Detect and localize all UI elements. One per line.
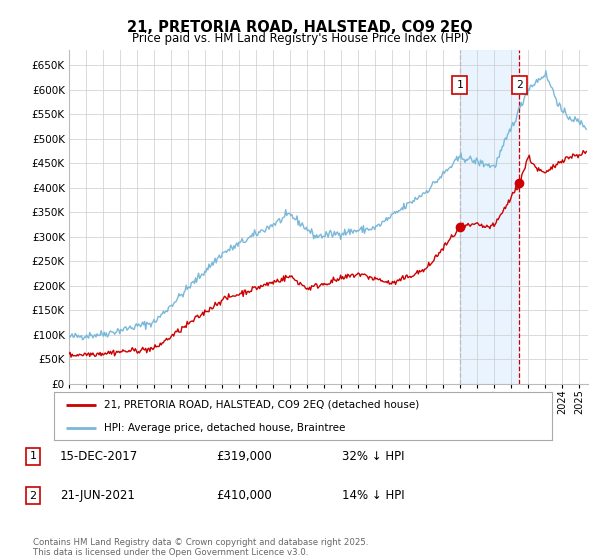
Text: 21-JUN-2021: 21-JUN-2021 xyxy=(60,489,135,502)
Text: 21, PRETORIA ROAD, HALSTEAD, CO9 2EQ: 21, PRETORIA ROAD, HALSTEAD, CO9 2EQ xyxy=(127,20,473,35)
Text: 2: 2 xyxy=(29,491,37,501)
Bar xyxy=(460,50,520,384)
Text: £410,000: £410,000 xyxy=(216,489,272,502)
Text: 1: 1 xyxy=(457,80,463,90)
Text: Price paid vs. HM Land Registry's House Price Index (HPI): Price paid vs. HM Land Registry's House … xyxy=(131,32,469,45)
Text: 1: 1 xyxy=(29,451,37,461)
Text: Contains HM Land Registry data © Crown copyright and database right 2025.
This d: Contains HM Land Registry data © Crown c… xyxy=(33,538,368,557)
Text: HPI: Average price, detached house, Braintree: HPI: Average price, detached house, Brai… xyxy=(104,423,345,433)
Text: 21, PRETORIA ROAD, HALSTEAD, CO9 2EQ (detached house): 21, PRETORIA ROAD, HALSTEAD, CO9 2EQ (de… xyxy=(104,400,419,410)
Text: £319,000: £319,000 xyxy=(216,450,272,463)
Text: 15-DEC-2017: 15-DEC-2017 xyxy=(60,450,138,463)
Text: 2: 2 xyxy=(516,80,523,90)
Text: 14% ↓ HPI: 14% ↓ HPI xyxy=(342,489,404,502)
Text: 32% ↓ HPI: 32% ↓ HPI xyxy=(342,450,404,463)
